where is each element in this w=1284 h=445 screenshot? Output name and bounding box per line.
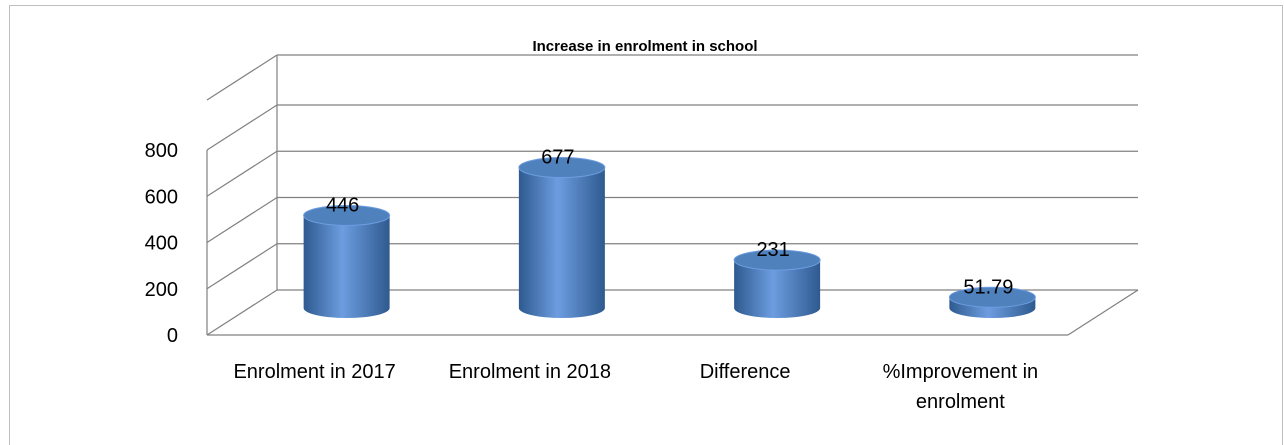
category-label: enrolment — [916, 391, 1005, 413]
bar-body — [518, 167, 605, 318]
y-tick-label: 800 — [145, 140, 178, 162]
gridline-side — [206, 104, 278, 151]
x-axis-categories: Enrolment in 2017 Enrolment in 2018 Differ… — [233, 361, 1038, 413]
bar — [518, 157, 606, 318]
bar-body — [734, 260, 821, 318]
bar — [303, 204, 391, 318]
gridline-side — [206, 243, 278, 290]
bar-body — [303, 215, 390, 318]
y-axis-ticks: 0 200 400 600 800 — [145, 140, 178, 347]
gridline-side — [206, 54, 278, 101]
data-label: 231 — [756, 239, 789, 261]
y-tick-label: 0 — [167, 325, 178, 347]
category-label: Enrolment in 2017 — [233, 361, 395, 383]
data-label: 51.79 — [963, 276, 1013, 298]
floor-right-edge — [1067, 289, 1139, 336]
data-label: 677 — [541, 147, 574, 169]
data-labels: 446 677 231 51.79 — [326, 147, 1013, 299]
bar-top — [303, 204, 391, 226]
bars — [303, 157, 1036, 318]
category-label: Enrolment in 2018 — [449, 361, 611, 383]
bar — [733, 249, 821, 318]
data-label: 446 — [326, 194, 359, 216]
category-label: Difference — [700, 361, 791, 383]
bar — [948, 286, 1036, 318]
chart-title: Increase in enrolment in school — [532, 38, 757, 55]
y-tick-label: 600 — [145, 186, 178, 208]
gridlines — [206, 54, 1139, 336]
y-tick-label: 400 — [145, 233, 178, 255]
gridline-side — [206, 196, 278, 244]
category-label: %Improvement in — [883, 361, 1039, 383]
bar-top — [733, 249, 821, 271]
chart-frame — [9, 5, 1283, 445]
bar-top — [948, 286, 1036, 308]
enrolment-chart: Increase in enrolment in school 0 200 400 6… — [145, 38, 1139, 413]
y-tick-label: 200 — [145, 279, 178, 301]
gridline-side — [206, 150, 278, 197]
bar-top — [518, 157, 606, 179]
gridline-side — [206, 289, 278, 336]
